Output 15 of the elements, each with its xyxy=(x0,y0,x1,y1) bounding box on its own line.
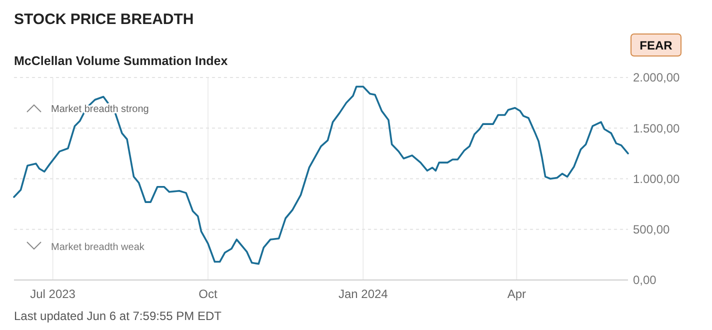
line-series xyxy=(13,86,629,265)
x-tick-label: Jul 2023 xyxy=(30,287,76,301)
x-tick-label: Oct xyxy=(198,287,218,301)
annotation: Market breadth weak xyxy=(51,242,146,253)
chart-title: STOCK PRICE BREADTH xyxy=(14,11,194,28)
x-tick-label: Apr xyxy=(507,287,526,301)
chart-subtitle: McClellan Volume Summation Index xyxy=(14,54,228,68)
y-tick-label: 1.500,00 xyxy=(633,121,680,136)
y-tick-label: 1.000,00 xyxy=(633,172,680,186)
y-tick-label: 0,00 xyxy=(633,273,657,288)
text: Last updated Jun 6 at 7:59:55 PM EDT xyxy=(14,309,222,323)
y-tick-label: 2.000,00 xyxy=(633,70,680,85)
y-tick-label: 500,00 xyxy=(633,222,670,237)
x-tick-label: Jan 2024 xyxy=(338,287,388,301)
text: FEAR xyxy=(640,38,673,52)
